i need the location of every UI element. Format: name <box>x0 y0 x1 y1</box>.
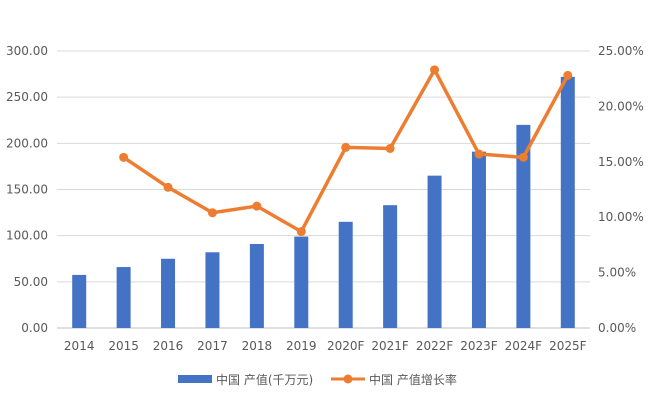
x-tick-label: 2019 <box>286 339 317 353</box>
x-tick-label: 2024F <box>505 339 543 353</box>
line-point <box>385 144 395 154</box>
left-tick-label: 100.00 <box>6 229 48 243</box>
bar <box>516 124 531 328</box>
x-tick-label: 2016 <box>153 339 184 353</box>
x-tick-label: 2022F <box>416 339 454 353</box>
right-tick-label: 10.00% <box>598 210 644 224</box>
line-point <box>474 149 484 159</box>
bar <box>427 175 442 328</box>
legend-line-marker <box>343 374 353 384</box>
x-tick-label: 2020F <box>327 339 365 353</box>
line-point <box>341 142 351 152</box>
x-tick-label: 2014 <box>64 339 95 353</box>
left-tick-label: 250.00 <box>6 90 48 104</box>
bar <box>294 236 309 328</box>
left-tick-label: 300.00 <box>6 44 48 58</box>
right-tick-label: 20.00% <box>598 99 644 113</box>
legend-bar-label: 中国 产值(千万元) <box>216 372 313 387</box>
line-point <box>430 65 440 75</box>
line-point <box>518 152 528 162</box>
left-tick-label: 150.00 <box>6 183 48 197</box>
x-tick-label: 2018 <box>242 339 273 353</box>
right-tick-label: 25.00% <box>598 44 644 58</box>
left-tick-label: 200.00 <box>6 136 48 150</box>
line-point <box>119 152 129 162</box>
line-point <box>563 70 573 80</box>
bar <box>383 205 398 328</box>
line-point <box>163 182 173 192</box>
bar <box>161 258 176 328</box>
bar <box>560 76 575 328</box>
left-tick-label: 50.00 <box>14 275 48 289</box>
legend-line-label: 中国 产值增长率 <box>369 372 457 387</box>
line-point <box>296 227 306 237</box>
left-tick-label: 0.00 <box>21 321 48 335</box>
legend-bar-swatch <box>178 375 212 383</box>
x-tick-label: 2015 <box>108 339 139 353</box>
bar <box>205 252 220 328</box>
right-tick-label: 0.00% <box>598 321 636 335</box>
bar <box>249 243 264 328</box>
x-tick-label: 2025F <box>549 339 587 353</box>
bar <box>116 267 131 328</box>
x-tick-label: 2023F <box>460 339 498 353</box>
x-tick-label: 2021F <box>371 339 409 353</box>
x-tick-label: 2017 <box>197 339 228 353</box>
bar <box>471 151 486 328</box>
right-tick-label: 5.00% <box>598 266 636 280</box>
right-tick-label: 15.00% <box>598 155 644 169</box>
bar <box>338 221 353 328</box>
line-point <box>207 208 217 218</box>
line-point <box>252 201 262 211</box>
bar <box>72 274 87 328</box>
